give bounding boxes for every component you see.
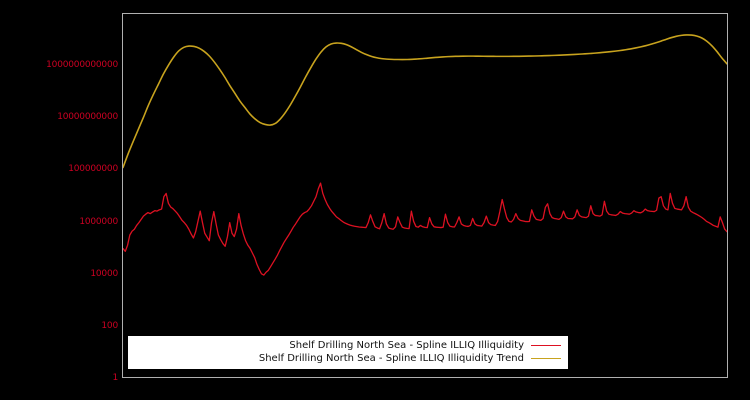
- y-tick-label: 1: [112, 373, 118, 383]
- y-tick-label: 10000000000: [57, 112, 118, 123]
- y-tick-label: 10000: [90, 268, 118, 279]
- plot-area: [122, 13, 728, 378]
- y-tick-label: 100: [101, 320, 118, 331]
- y-tick-label: 1000000000000: [46, 60, 118, 71]
- legend-entry-illiquidity: Shelf Drilling North Sea - Spline ILLIQ …: [135, 339, 561, 352]
- plot-svg: [123, 34, 727, 276]
- series-line-illiquidity: [123, 182, 727, 276]
- legend-swatch-illiquidity: [531, 345, 561, 346]
- chart-legend: Shelf Drilling North Sea - Spline ILLIQ …: [128, 336, 568, 369]
- legend-label-trend: Shelf Drilling North Sea - Spline ILLIQ …: [258, 353, 524, 364]
- legend-label-illiquidity: Shelf Drilling North Sea - Spline ILLIQ …: [289, 340, 524, 351]
- legend-entry-trend: Shelf Drilling North Sea - Spline ILLIQ …: [135, 352, 561, 365]
- y-axis-tick-labels: 1000000000000 10000000000 100000000 1000000…: [0, 0, 118, 400]
- series-line-trend: [123, 34, 727, 169]
- legend-swatch-trend: [531, 358, 561, 359]
- y-tick-label: 100000000: [68, 164, 118, 175]
- y-tick-label: 1000000: [79, 216, 118, 227]
